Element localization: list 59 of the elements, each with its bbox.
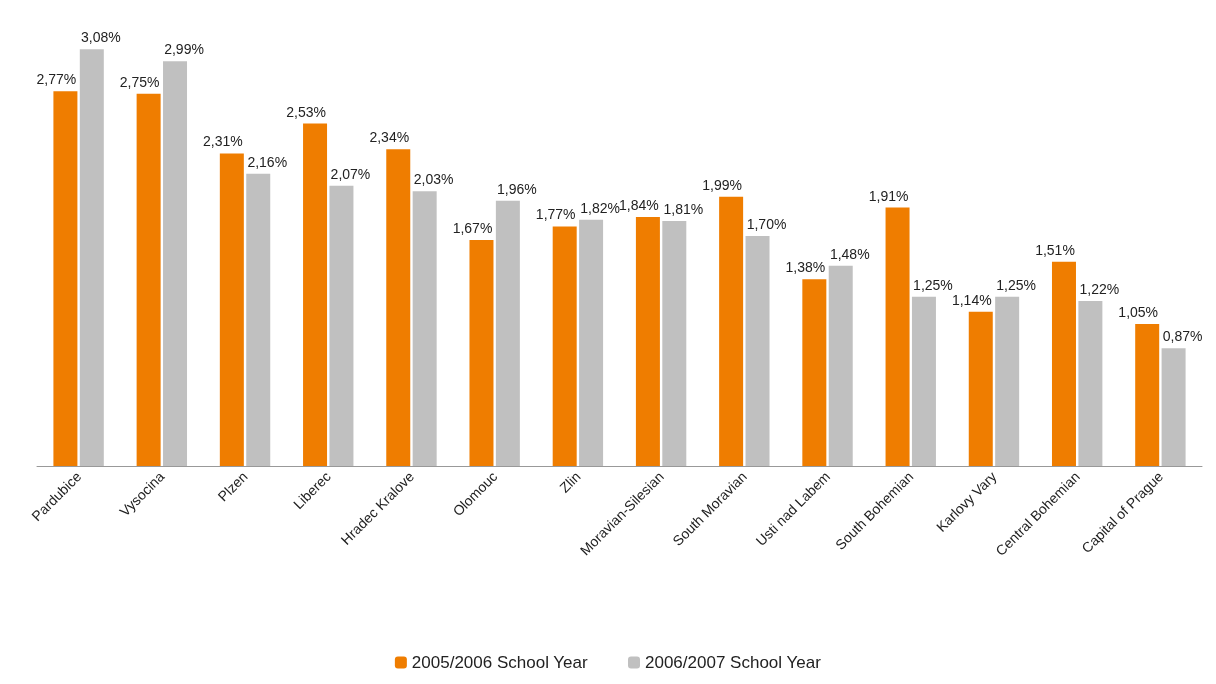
- bar: [1135, 323, 1160, 466]
- bar: [53, 91, 78, 466]
- data-label: 1,96%: [497, 180, 537, 197]
- data-label: 1,91%: [868, 187, 909, 204]
- bar: [386, 149, 411, 466]
- bar: [579, 219, 604, 466]
- data-label: 0,87%: [1162, 328, 1203, 345]
- data-label: 1,67%: [452, 220, 493, 236]
- bar: [635, 216, 660, 466]
- data-label: 1,84%: [619, 196, 659, 213]
- data-label: 1,77%: [535, 206, 576, 223]
- bar: [1051, 261, 1076, 466]
- legend-label: 2006/2007 School Year: [645, 653, 822, 672]
- data-label: 1,38%: [785, 259, 826, 276]
- data-label: 1,25%: [913, 276, 953, 293]
- bar: [303, 123, 328, 466]
- data-label: 1,22%: [1079, 280, 1120, 297]
- bar: [495, 200, 520, 466]
- data-label: 2,16%: [247, 153, 288, 170]
- bar: [802, 279, 827, 466]
- bar: [79, 49, 104, 466]
- bar: [911, 296, 936, 466]
- data-label: 1,25%: [996, 276, 1037, 293]
- legend-label: 2005/2006 School Year: [411, 653, 589, 672]
- bar: [469, 240, 494, 466]
- bar: [885, 207, 910, 466]
- data-label: 1,51%: [1035, 241, 1075, 258]
- data-label: 1,05%: [1118, 303, 1159, 320]
- bar: [219, 153, 244, 466]
- data-label: 1,70%: [746, 215, 787, 232]
- bar: [719, 196, 744, 466]
- x-tick-label: Zlin: [556, 468, 584, 496]
- data-label: 2,34%: [369, 129, 410, 146]
- data-label: 1,48%: [829, 245, 870, 262]
- data-label: 2,31%: [202, 133, 243, 150]
- bar: [246, 173, 271, 466]
- data-label: 2,07%: [330, 165, 371, 182]
- bar: [995, 296, 1020, 466]
- data-label: 2,53%: [286, 103, 326, 120]
- bar: [828, 265, 853, 466]
- data-label: 2,03%: [413, 171, 454, 188]
- data-label: 1,14%: [951, 291, 992, 308]
- bar: [662, 221, 687, 466]
- data-label: 1,82%: [580, 199, 620, 216]
- data-label: 1,99%: [702, 176, 742, 193]
- data-label: 2,99%: [164, 41, 204, 58]
- bar: [552, 226, 577, 466]
- bar: [329, 185, 354, 466]
- bar: [163, 61, 188, 466]
- bar: [136, 93, 161, 466]
- bar: [412, 191, 437, 466]
- bar: [745, 235, 770, 466]
- data-label: 3,08%: [80, 29, 121, 46]
- bar: [1078, 300, 1103, 466]
- data-label: 2,77%: [36, 71, 77, 88]
- data-label: 1,81%: [663, 201, 704, 218]
- data-label: 2,75%: [119, 73, 160, 90]
- bar: [968, 311, 993, 466]
- bar: [1161, 348, 1186, 466]
